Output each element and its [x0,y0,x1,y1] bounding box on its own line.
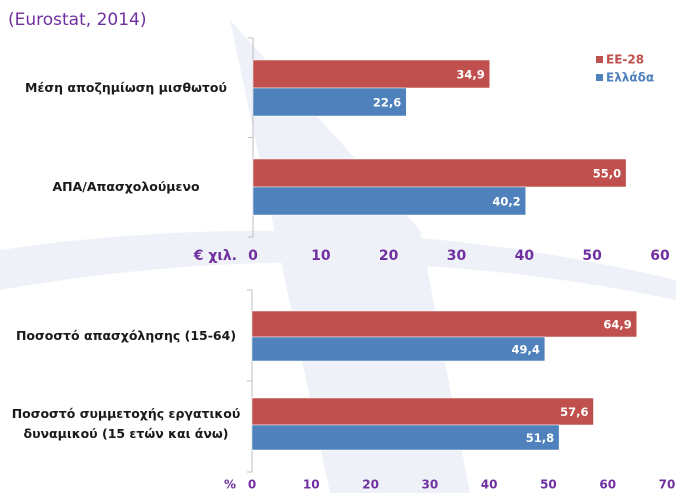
x-tick-label: 30 [422,478,439,492]
x-axis-label: % [224,478,236,492]
x-tick-label: 40 [515,248,535,264]
bar [252,425,559,450]
x-tick-label: 40 [481,478,498,492]
x-tick-label: 50 [582,248,602,264]
bar [253,60,490,88]
category-label: Μέση αποζημίωση μισθωτού [8,78,244,98]
bar [252,337,545,361]
category-label: Ποσοστό συμμετοχής εργατικού δυναμικού (… [8,404,244,444]
value-label: 51,8 [526,431,554,445]
x-tick-label: 10 [303,478,320,492]
x-tick-label: 0 [248,478,256,492]
bar [252,311,637,337]
bar [253,159,626,187]
x-tick-label: 10 [311,248,331,264]
value-label: 57,6 [560,405,588,419]
x-tick-label: 70 [659,478,676,492]
category-label: Ποσοστό απασχόλησης (15-64) [8,326,244,346]
bar [252,398,593,425]
legend-label: ΕΕ-28 [606,53,644,67]
x-tick-label: 20 [379,248,399,264]
x-tick-label: 50 [540,478,557,492]
x-axis-label: € χιλ. [193,248,237,264]
value-label: 55,0 [593,167,621,181]
legend-swatch [596,74,603,81]
value-label: 22,6 [373,96,401,110]
value-label: 40,2 [492,195,520,209]
value-label: 49,4 [511,343,539,357]
x-tick-label: 60 [650,248,670,264]
x-tick-label: 0 [248,248,258,264]
x-tick-label: 20 [362,478,379,492]
bar [253,187,526,215]
value-label: 64,9 [603,318,631,332]
value-label: 34,9 [456,68,484,82]
category-label: ΑΠΑ/Απασχολούμενο [8,177,244,197]
page: (Eurostat, 2014) 0 10 20 30 40 50 60 € χιλ. 34,9… [0,0,676,493]
source: (Eurostat, 2014) [8,10,146,30]
legend-swatch [596,56,603,63]
legend-label: Ελλάδα [606,71,654,85]
x-tick-label: 60 [599,478,616,492]
x-tick-label: 30 [447,248,467,264]
